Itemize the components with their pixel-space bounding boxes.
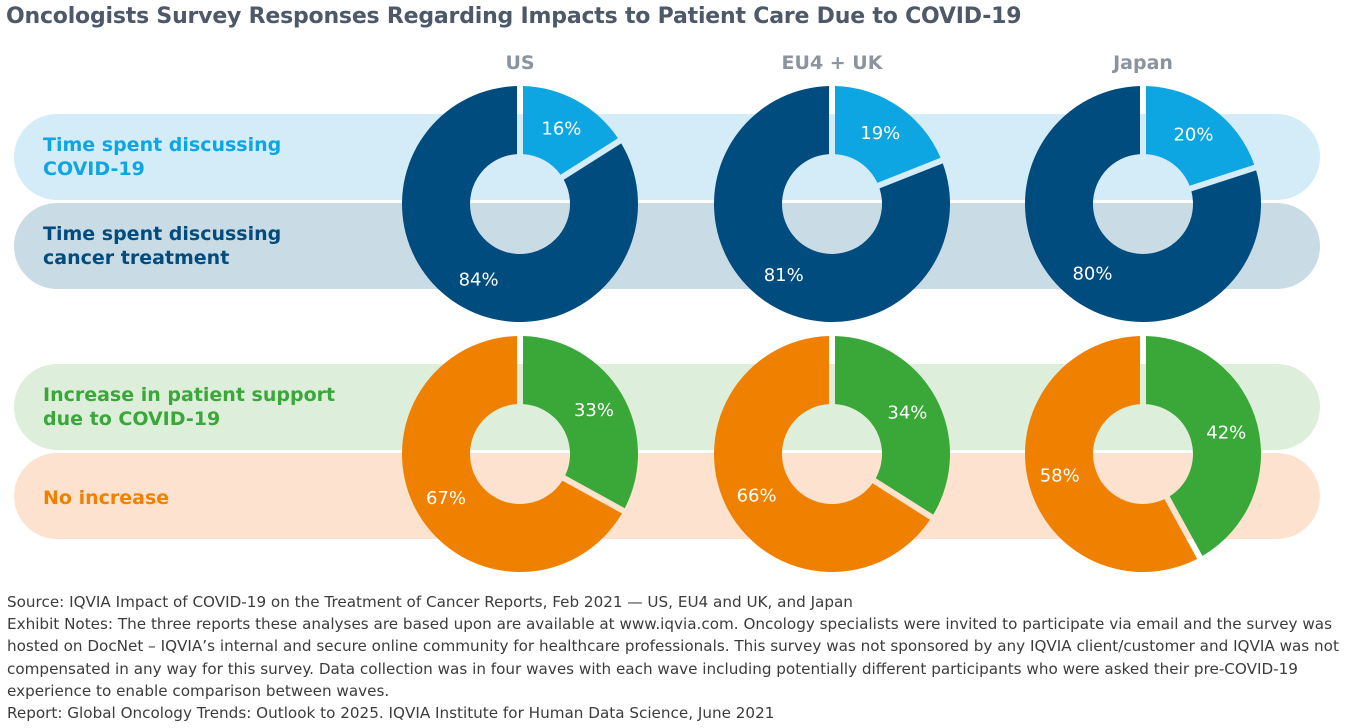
donut-eu4-uk-no-increase-slice [714, 336, 930, 572]
legend-covid-time: Time spent discussing COVID-19 [43, 134, 282, 180]
donut-japan-covid-time-label: 20% [1173, 124, 1213, 145]
region-header-us: US [505, 52, 535, 74]
donut-us-cancer-time-label: 84% [459, 269, 499, 290]
donut-eu4-uk-increase-slice [834, 336, 951, 515]
donut-japan-no-increase-slice [1025, 336, 1198, 572]
donut-us-no-increase-slice [401, 336, 622, 572]
donut-us-covid-time-label: 16% [541, 119, 581, 140]
donut-eu4-uk-covid-time-label: 19% [860, 123, 900, 144]
donut-japan-cancer-time-label: 80% [1072, 264, 1112, 285]
legend-increase: Increase in patient support due to COVID… [43, 384, 336, 430]
footnotes: Source: IQVIA Impact of COVID-19 on the … [7, 591, 1347, 724]
donut-eu4-uk-cancer-time-label: 81% [764, 265, 804, 286]
chart-title: Oncologists Survey Responses Regarding I… [6, 4, 1022, 29]
donut-us-covid-time-slice [522, 86, 618, 175]
donut-japan-increase-slice [1145, 336, 1261, 556]
donut-japan-no-increase-label: 58% [1040, 465, 1080, 486]
donut-eu4-uk-cancer-time-slice [714, 86, 950, 322]
donut-japan-covid-time-slice [1145, 86, 1255, 186]
source-note: Source: IQVIA Impact of COVID-19 on the … [7, 593, 853, 611]
donut-japan-cancer-time-slice [1024, 86, 1261, 323]
legend-no-increase: No increase [43, 487, 170, 509]
donut-us-no-increase-label: 67% [426, 488, 466, 509]
donut-eu4-uk-no-increase-label: 66% [737, 485, 777, 506]
donut-eu4-uk-increase-label: 34% [887, 403, 927, 424]
donut-japan-increase-label: 42% [1206, 423, 1246, 444]
donut-us-increase-label: 33% [574, 400, 614, 421]
donut-us-increase-slice [522, 336, 638, 509]
legend-cancer-time: Time spent discussing cancer treatment [43, 223, 282, 269]
region-header-eu4-uk: EU4 + UK [781, 52, 883, 74]
report-note: Report: Global Oncology Trends: Outlook … [7, 704, 775, 723]
donut-eu4-uk-covid-time-slice [834, 86, 941, 183]
exhibit-note: Exhibit Notes: The three reports these a… [7, 615, 1339, 700]
region-header-japan: Japan [1113, 52, 1173, 74]
donut-us-cancer-time-slice [402, 86, 638, 323]
